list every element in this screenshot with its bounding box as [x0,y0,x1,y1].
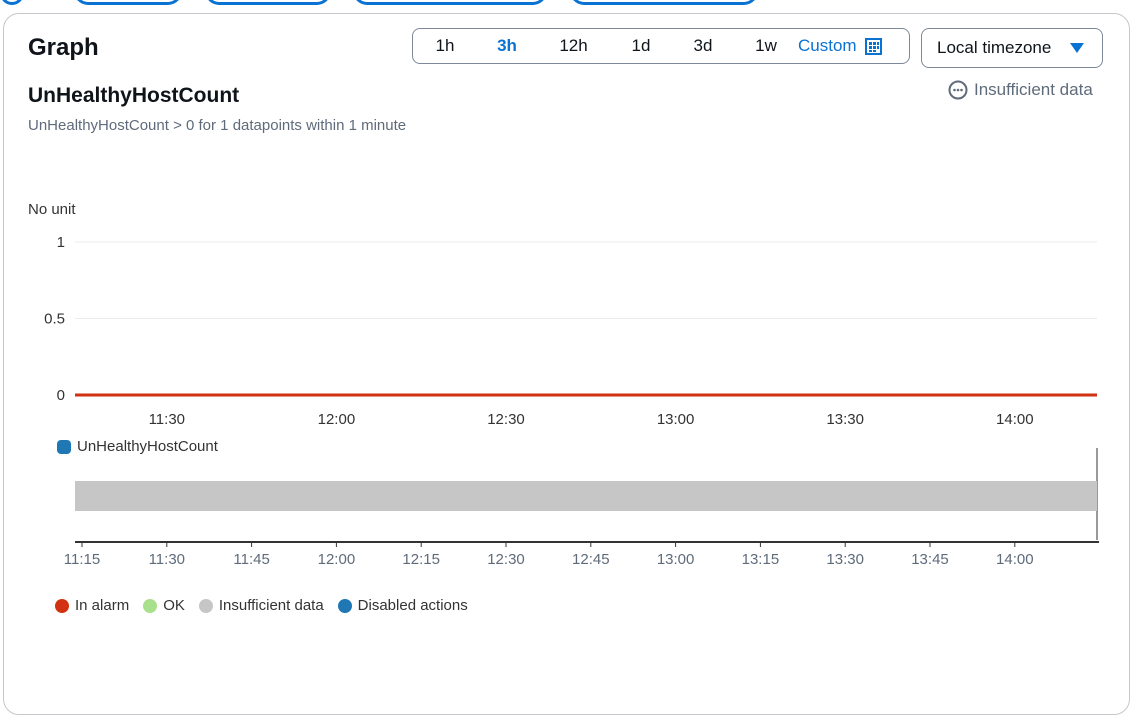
ellipsis-circle-icon [948,80,968,100]
state-legend-label: OK [163,597,185,614]
metric-description: UnHealthyHostCount > 0 for 1 datapoints … [28,117,407,134]
range-12h[interactable]: 12h [559,36,588,55]
series-legend[interactable]: UnHealthyHostCount [57,438,218,455]
custom-label: Custom [798,36,857,55]
timezone-label: Local timezone [937,38,1052,57]
status-text: Insufficient data [974,80,1093,99]
range-3h[interactable]: 3h [497,36,517,55]
alarm-status: Insufficient data [948,80,1093,100]
state-color-swatch [143,598,158,613]
state-color-swatch [198,598,213,613]
state-color-swatch [55,598,69,613]
range-1w[interactable]: 1w [755,36,777,55]
calendar-icon [864,37,882,55]
panel-title: Graph [28,34,99,61]
state-legend: In alarm OK Insufficient data Disabled acti… [55,597,468,614]
caret-down-icon [1070,43,1084,53]
series-color-swatch [57,439,71,454]
timezone-dropdown[interactable]: Local timezone [921,28,1103,68]
range-1d[interactable]: 1d [631,36,651,55]
state-legend-item: In alarm [55,597,129,614]
state-legend-item: Insufficient data [198,597,324,614]
state-legend-item: OK [143,597,185,614]
series-legend-label: UnHealthyHostCount [77,438,218,455]
range-custom[interactable]: Custom [798,36,903,56]
state-legend-label: Disabled actions [357,597,468,614]
y-axis-unit: No unit [28,201,76,218]
range-1h[interactable]: 1h [435,36,455,55]
time-range-selector: 1h 3h 12h 1d 3d 1w Custom [412,28,910,64]
state-legend-label: In alarm [75,597,130,614]
graph-panel [3,13,1130,715]
state-color-swatch [337,598,352,613]
state-legend-label: Insufficient data [218,597,324,614]
metric-title: UnHealthyHostCount [28,84,240,107]
state-legend-item: Disabled actions [337,597,468,614]
range-3d[interactable]: 3d [693,36,713,55]
